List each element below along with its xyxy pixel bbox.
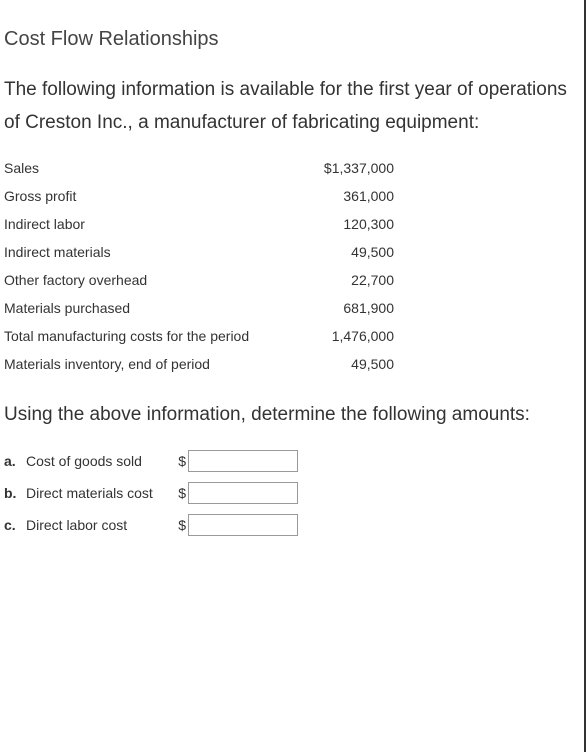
data-value: 1,476,000 — [304, 322, 394, 350]
page-title: Cost Flow Relationships — [4, 28, 580, 51]
answer-letter: a. — [4, 445, 26, 477]
data-value: 681,900 — [304, 294, 394, 322]
currency-symbol: $ — [176, 477, 188, 509]
answer-row: b.Direct materials cost$ — [4, 477, 298, 509]
data-label: Gross profit — [4, 182, 304, 210]
table-row: Other factory overhead22,700 — [4, 266, 394, 294]
data-label: Other factory overhead — [4, 266, 304, 294]
answer-letter: c. — [4, 509, 26, 541]
table-row: Indirect materials49,500 — [4, 238, 394, 266]
data-label: Sales — [4, 154, 304, 182]
instruction-text: Using the above information, determine t… — [4, 398, 580, 431]
answer-input-cell — [188, 477, 298, 509]
answer-label: Cost of goods sold — [26, 445, 176, 477]
answer-table: a.Cost of goods sold$b.Direct materials … — [4, 445, 298, 541]
table-row: Gross profit361,000 — [4, 182, 394, 210]
answer-row: c.Direct labor cost$ — [4, 509, 298, 541]
answer-input-cell — [188, 445, 298, 477]
data-value: 120,300 — [304, 210, 394, 238]
intro-text: The following information is available f… — [4, 73, 580, 140]
table-row: Sales$1,337,000 — [4, 154, 394, 182]
data-label: Materials purchased — [4, 294, 304, 322]
answer-input[interactable] — [188, 514, 298, 536]
answer-letter: b. — [4, 477, 26, 509]
data-value: 49,500 — [304, 238, 394, 266]
data-value: 22,700 — [304, 266, 394, 294]
answer-label: Direct labor cost — [26, 509, 176, 541]
currency-symbol: $ — [176, 509, 188, 541]
table-row: Materials purchased681,900 — [4, 294, 394, 322]
data-label: Total manufacturing costs for the period — [4, 322, 304, 350]
data-label: Materials inventory, end of period — [4, 350, 304, 378]
data-label: Indirect labor — [4, 210, 304, 238]
table-row: Total manufacturing costs for the period… — [4, 322, 394, 350]
table-row: Indirect labor120,300 — [4, 210, 394, 238]
data-value: 361,000 — [304, 182, 394, 210]
answer-label: Direct materials cost — [26, 477, 176, 509]
data-table: Sales$1,337,000Gross profit361,000Indire… — [4, 154, 394, 378]
answer-input-cell — [188, 509, 298, 541]
data-label: Indirect materials — [4, 238, 304, 266]
table-row: Materials inventory, end of period49,500 — [4, 350, 394, 378]
answer-input[interactable] — [188, 482, 298, 504]
answer-row: a.Cost of goods sold$ — [4, 445, 298, 477]
data-value: $1,337,000 — [304, 154, 394, 182]
currency-symbol: $ — [176, 445, 188, 477]
answer-input[interactable] — [188, 450, 298, 472]
data-value: 49,500 — [304, 350, 394, 378]
